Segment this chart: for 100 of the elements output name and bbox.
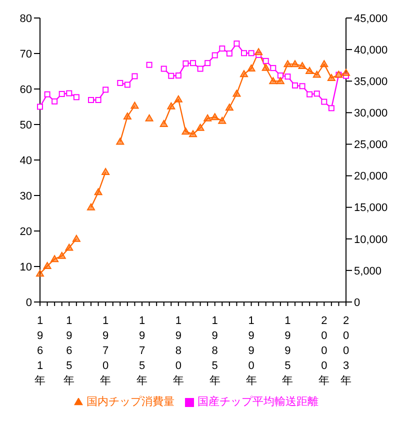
y2-tick-label: 30,000 (354, 108, 388, 120)
point (130, 102, 139, 109)
point (87, 203, 95, 210)
point (190, 60, 196, 66)
point (210, 113, 219, 120)
y2-tick-label: 25,000 (354, 139, 388, 152)
point (189, 130, 197, 138)
point (73, 94, 80, 100)
point (88, 97, 94, 104)
point (270, 65, 276, 72)
point (52, 98, 58, 104)
point (284, 60, 292, 68)
point (175, 72, 182, 79)
point (254, 48, 263, 56)
point (219, 46, 226, 52)
x-tick-label: 2003年 (340, 315, 352, 387)
point (72, 234, 80, 242)
y-tick-label: 40 (20, 154, 32, 167)
point (174, 95, 182, 102)
point (204, 114, 212, 122)
point (314, 90, 320, 97)
point (291, 60, 299, 68)
point (204, 60, 211, 66)
point (36, 270, 44, 277)
point (320, 60, 328, 68)
y2-tick-label: 0 (354, 296, 360, 309)
point (226, 50, 232, 56)
point (262, 64, 270, 71)
point (168, 72, 174, 79)
x-tick-label: 1985年 (209, 315, 220, 387)
point (102, 86, 109, 93)
point (196, 124, 204, 131)
point (306, 67, 314, 74)
point (146, 62, 152, 68)
point (58, 252, 66, 259)
point (276, 77, 284, 84)
point (182, 128, 190, 135)
legend-label: 国内チップ消費量 (86, 396, 174, 408)
y2-tick-label: 20,000 (354, 170, 388, 183)
y-tick-label: 60 (20, 84, 32, 96)
point (284, 74, 291, 80)
y-tick-label: 0 (26, 296, 32, 309)
point (298, 62, 306, 69)
point (292, 82, 298, 88)
point (95, 97, 102, 104)
point (225, 104, 234, 111)
point (212, 52, 218, 58)
point (247, 64, 256, 72)
point (50, 255, 59, 262)
point (167, 102, 176, 110)
x-tick-label: 1990年 (246, 315, 257, 387)
point (160, 66, 167, 72)
point (116, 138, 124, 145)
point (321, 98, 328, 105)
x-tick-label: 1961年 (34, 315, 46, 387)
y2-tick-label: 5,000 (354, 265, 382, 278)
point (277, 72, 284, 79)
x-tick-label: 1980年 (172, 315, 184, 387)
x-tick-label: 2000年 (318, 315, 330, 387)
legend-label: 国産チップ平均輸送距離 (198, 396, 318, 408)
point (328, 105, 334, 112)
point (241, 50, 247, 56)
point (37, 104, 43, 110)
y-tick-label: 20 (20, 226, 32, 238)
point (182, 60, 189, 66)
point (343, 72, 349, 79)
point (160, 120, 168, 128)
point (256, 52, 262, 58)
point (306, 91, 313, 98)
point (240, 70, 248, 78)
point (94, 188, 102, 196)
point (65, 244, 74, 251)
point (58, 90, 65, 97)
y2-tick-label: 35,000 (354, 76, 388, 88)
point (234, 40, 240, 47)
y-tick-label: 80 (20, 12, 32, 25)
point (66, 90, 72, 96)
y-tick-label: 70 (20, 48, 32, 60)
point (269, 77, 278, 84)
point (342, 68, 350, 76)
point (43, 262, 52, 270)
y-tick-label: 50 (20, 119, 32, 132)
y2-tick-label: 15,000 (354, 202, 388, 214)
point (218, 116, 226, 124)
point (145, 114, 154, 122)
y2-tick-label: 10,000 (354, 234, 388, 246)
point (197, 66, 204, 72)
x-tick-label: 1995年 (282, 315, 294, 387)
x-tick-label: 1975年 (136, 315, 148, 387)
point (312, 70, 321, 78)
point (262, 58, 269, 64)
point (327, 74, 336, 81)
y-tick-label: 10 (20, 261, 32, 274)
point (44, 91, 50, 98)
y-tick-label: 30 (20, 190, 32, 202)
point (123, 112, 132, 120)
point (248, 50, 254, 56)
point (102, 168, 110, 175)
point (117, 80, 124, 86)
x-tick-label: 1970年 (100, 315, 112, 387)
